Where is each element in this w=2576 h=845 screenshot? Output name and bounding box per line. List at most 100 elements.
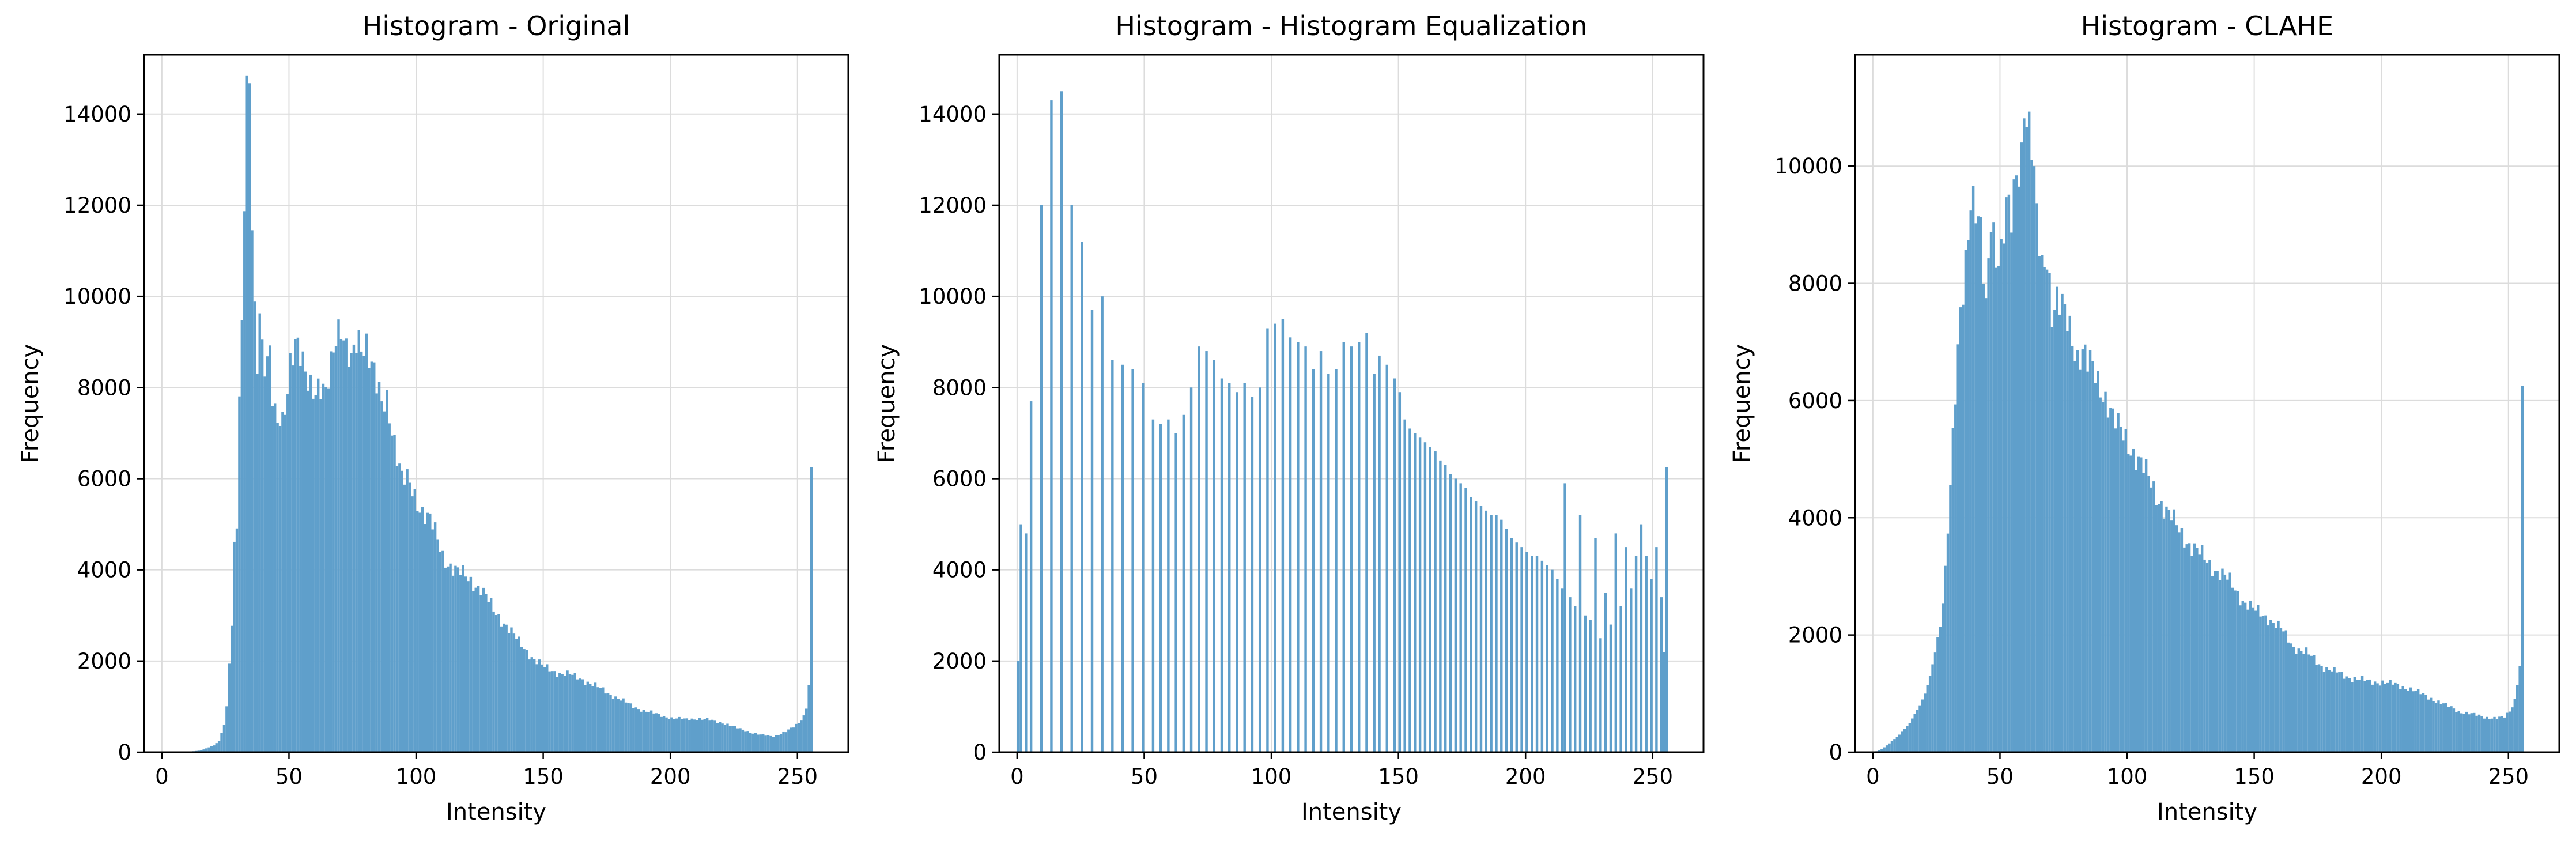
histogram-bar	[2284, 630, 2287, 752]
histogram-bar	[1520, 547, 1523, 752]
histogram-bar	[2045, 269, 2049, 753]
histogram-bar	[383, 411, 386, 752]
panel-clahe-bars	[1875, 111, 2524, 753]
histogram-bar	[269, 345, 271, 752]
histogram-bar	[2099, 397, 2102, 752]
histogram-bar	[2414, 691, 2417, 752]
histogram-bar	[1429, 447, 1431, 752]
histogram-bar	[2109, 408, 2112, 752]
histogram-bar	[2041, 255, 2044, 753]
histogram-bar	[680, 719, 683, 752]
histogram-bar	[698, 718, 701, 752]
histogram-bar	[1665, 467, 1668, 752]
histogram-bar	[278, 425, 282, 752]
histogram-bar	[393, 435, 396, 752]
histogram-bar	[764, 735, 767, 752]
histogram-bar	[2223, 574, 2227, 752]
histogram-bar	[487, 602, 490, 752]
histogram-bar	[1634, 556, 1638, 752]
histogram-bar	[1901, 731, 1903, 752]
histogram-bar	[2144, 459, 2148, 752]
y-tick-label: 12000	[919, 193, 987, 218]
histogram-bar	[314, 395, 317, 752]
histogram-bar	[2208, 560, 2211, 752]
histogram-bar	[284, 414, 287, 752]
histogram-bar	[2480, 716, 2483, 752]
histogram-bar	[1906, 726, 1909, 752]
histogram-bar	[2091, 361, 2094, 752]
histogram-bar	[1967, 240, 1970, 753]
histogram-bar	[347, 367, 350, 752]
histogram-bar	[2511, 707, 2514, 752]
histogram-bar	[779, 734, 783, 752]
histogram-bar	[2290, 643, 2292, 752]
histogram-bar	[726, 723, 729, 752]
x-tick-label: 0	[155, 764, 169, 789]
histogram-bar	[1619, 606, 1622, 752]
histogram-bar	[2490, 718, 2494, 752]
histogram-bar	[1878, 750, 1881, 752]
histogram-bar	[408, 482, 411, 752]
histogram-bar	[2338, 672, 2341, 752]
histogram-bar	[2279, 628, 2283, 752]
histogram-bar	[1304, 346, 1307, 752]
histogram-bar	[512, 633, 516, 752]
histogram-bar	[1358, 342, 1361, 752]
histogram-bar	[273, 403, 277, 752]
histogram-bar	[436, 539, 439, 752]
histogram-bar	[1890, 741, 1894, 752]
histogram-bar	[518, 636, 520, 752]
histogram-bar	[586, 681, 590, 752]
histogram-bar	[685, 718, 689, 752]
histogram-bar	[1880, 749, 1883, 752]
histogram-bar	[426, 512, 429, 752]
histogram-bar	[2376, 683, 2379, 752]
histogram-bar	[2427, 699, 2430, 752]
histogram-bar	[301, 351, 304, 752]
histogram-bar	[439, 552, 442, 752]
x-tick-label: 250	[777, 764, 818, 789]
histogram-bar	[766, 735, 770, 752]
histogram-bar	[327, 388, 330, 752]
histogram-bar	[485, 594, 488, 752]
histogram-bar	[307, 390, 309, 752]
histogram-bar	[2157, 504, 2160, 752]
histogram-bar	[456, 567, 460, 752]
histogram-bar	[1495, 515, 1498, 752]
histogram-bar	[299, 365, 302, 752]
histogram-bar	[2508, 711, 2511, 752]
histogram-bar	[2506, 712, 2509, 752]
histogram-bar	[411, 496, 414, 752]
histogram-bar	[1167, 419, 1170, 752]
histogram-bar	[2048, 273, 2051, 752]
histogram-bar	[797, 723, 800, 752]
histogram-bar	[322, 383, 325, 752]
histogram-bar	[1228, 383, 1231, 752]
histogram-bar	[2488, 719, 2491, 752]
histogram-bar	[2162, 518, 2166, 752]
histogram-bar	[1650, 579, 1653, 752]
x-tick-label: 50	[1986, 764, 2014, 789]
y-tick-label: 2000	[932, 649, 987, 674]
histogram-bar	[2203, 559, 2206, 752]
y-tick-label: 14000	[919, 102, 987, 127]
histogram-bar	[1213, 360, 1215, 752]
histogram-bar	[464, 576, 467, 752]
histogram-bar	[1584, 615, 1587, 752]
histogram-bar	[523, 649, 526, 752]
histogram-bar	[2023, 118, 2026, 752]
histogram-bar	[2442, 703, 2445, 752]
histogram-bar	[1205, 351, 1208, 752]
histogram-bar	[1903, 729, 1906, 752]
x-tick-label: 200	[650, 764, 691, 789]
histogram-bar	[2142, 473, 2145, 752]
histogram-bar	[360, 351, 363, 752]
histogram-bar	[2114, 428, 2117, 752]
histogram-bar	[2465, 711, 2468, 752]
histogram-bar	[2218, 580, 2222, 752]
histogram-bar	[1258, 387, 1261, 752]
histogram-bar	[1984, 298, 1988, 752]
histogram-bar	[1645, 556, 1648, 752]
histogram-bar	[678, 716, 681, 752]
histogram-bar	[454, 565, 457, 752]
